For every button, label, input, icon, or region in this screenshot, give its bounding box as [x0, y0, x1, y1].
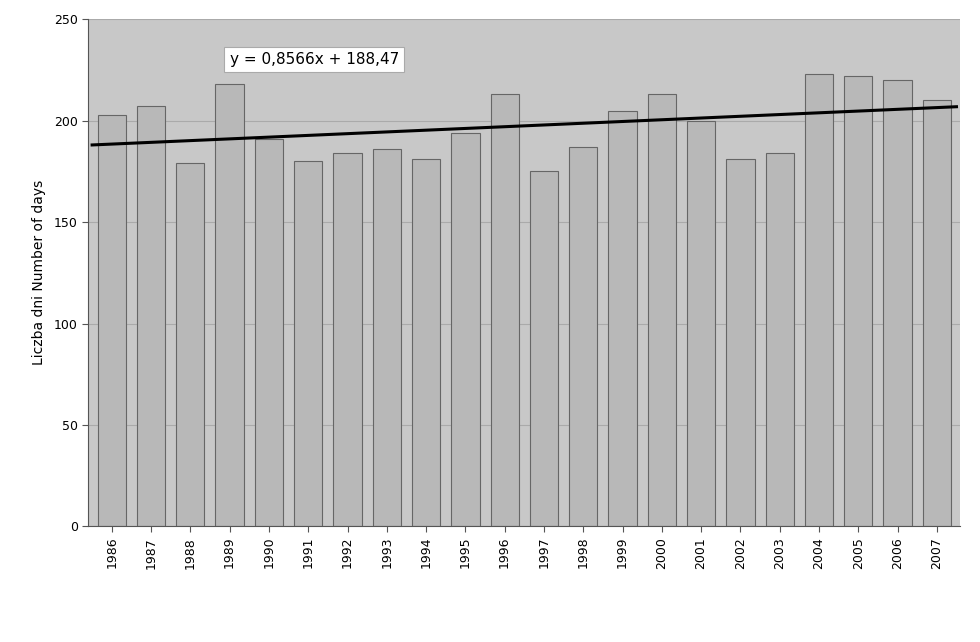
Bar	[844, 76, 872, 526]
Bar	[294, 161, 322, 526]
Bar	[255, 139, 283, 526]
Y-axis label: Liczba dni Number of days: Liczba dni Number of days	[31, 180, 46, 365]
Bar	[726, 159, 755, 526]
Bar	[491, 94, 518, 526]
Bar	[765, 153, 794, 526]
Bar	[530, 171, 558, 526]
Bar	[98, 115, 125, 526]
Bar	[216, 84, 244, 526]
Bar	[372, 149, 401, 526]
Bar	[412, 159, 440, 526]
Bar	[451, 133, 479, 526]
Bar	[176, 163, 205, 526]
Bar	[569, 147, 598, 526]
Bar	[137, 107, 166, 526]
Bar	[333, 153, 362, 526]
Bar	[609, 110, 637, 526]
Bar	[805, 74, 833, 526]
Bar	[648, 94, 676, 526]
Bar	[923, 100, 951, 526]
Text: y = 0,8566x + 188,47: y = 0,8566x + 188,47	[229, 52, 399, 67]
Bar	[687, 121, 715, 526]
Bar	[883, 80, 911, 526]
